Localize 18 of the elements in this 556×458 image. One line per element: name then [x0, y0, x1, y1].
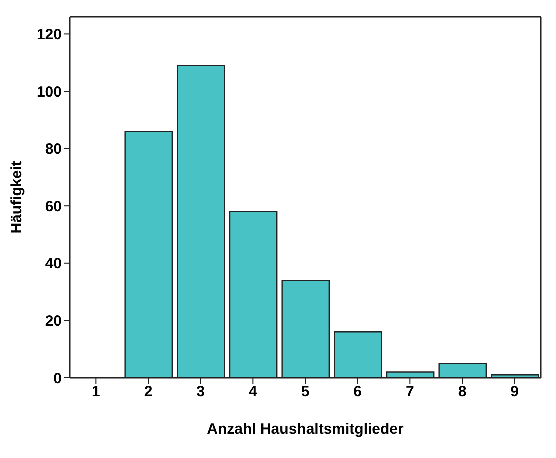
x-tick-label: 8 [458, 384, 467, 401]
y-tick-label: 20 [45, 313, 62, 330]
x-tick-label: 9 [510, 384, 520, 401]
y-tick-label: 120 [36, 26, 62, 44]
x-axis-title: Anzahl Haushaltsmitglieder [207, 421, 404, 438]
y-tick-label: 100 [36, 84, 62, 101]
x-tick-label: 5 [301, 384, 310, 401]
y-tick-label: 0 [54, 370, 62, 388]
x-tick-label: 4 [248, 384, 258, 401]
x-tick-label: 1 [92, 384, 100, 401]
y-axis-title: Häufigkeit [8, 161, 26, 234]
x-tick-label: 2 [144, 384, 153, 401]
x-tick-label: 3 [196, 384, 206, 401]
x-tick-label: 6 [354, 384, 362, 401]
y-tick-label: 60 [45, 198, 62, 216]
y-tick-label: 80 [45, 141, 62, 158]
y-tick-label: 40 [45, 256, 62, 273]
x-tick-label: 7 [406, 384, 414, 401]
